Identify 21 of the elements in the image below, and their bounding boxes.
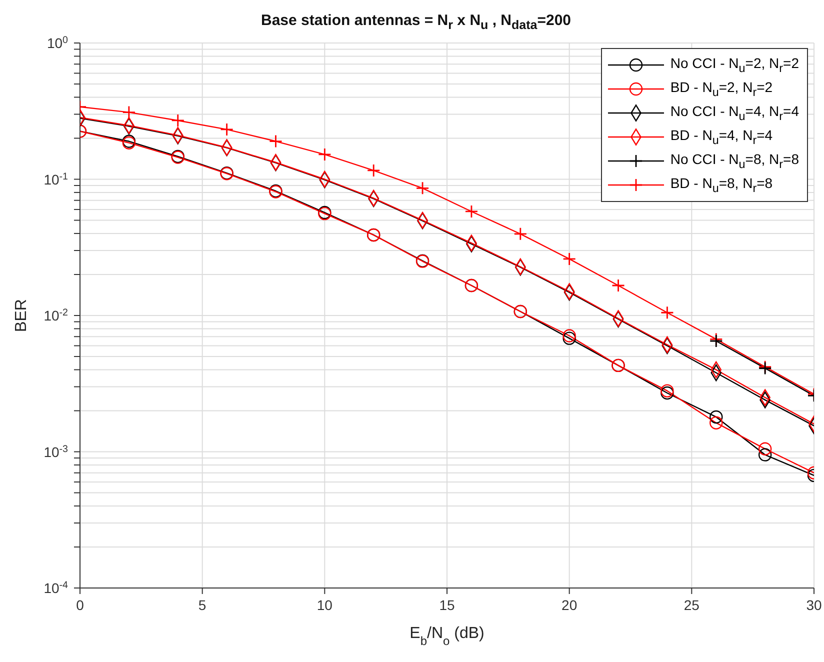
x-tick-label: 10 <box>316 597 333 613</box>
y-tick-label: 10$^{-4}$ <box>44 580 69 596</box>
y-axis-title: BER <box>13 299 30 332</box>
x-axis-title: E$_{b}$/N$_{o}$ (dB) <box>410 625 484 648</box>
legend-label: No CCI - N$_{u}$=8, N$_{r}$=8 <box>670 151 799 171</box>
legend-label: BD - N$_{u}$=8, N$_{r}$=8 <box>670 175 773 195</box>
y-tick-label: 10$^{-2}$ <box>44 307 68 324</box>
y-tick-label: 10$^{0}$ <box>46 34 69 51</box>
x-tick-label: 5 <box>198 597 206 613</box>
x-tick-label: 25 <box>684 597 700 613</box>
y-tick-label: 10$^{-1}$ <box>44 170 68 188</box>
x-tick-label: 30 <box>806 597 822 613</box>
legend-label: No CCI - N$_{u}$=4, N$_{r}$=4 <box>670 103 799 123</box>
x-tick-label: 20 <box>562 597 578 613</box>
y-tick-label: 10$^{-3}$ <box>44 443 69 460</box>
chart-title: Base station antennas = N$_{r}$ x N$_{u}$ , N$_{data}$=200 <box>260 12 572 32</box>
x-tick-label: 15 <box>439 597 455 613</box>
legend-label: No CCI - N$_{u}$=2, N$_{r}$=2 <box>670 55 799 75</box>
x-tick-label: 0 <box>76 597 84 613</box>
legend-label: BD - N$_{u}$=4, N$_{r}$=4 <box>670 127 773 147</box>
legend-label: BD - N$_{u}$=2, N$_{r}$=2 <box>670 79 773 99</box>
